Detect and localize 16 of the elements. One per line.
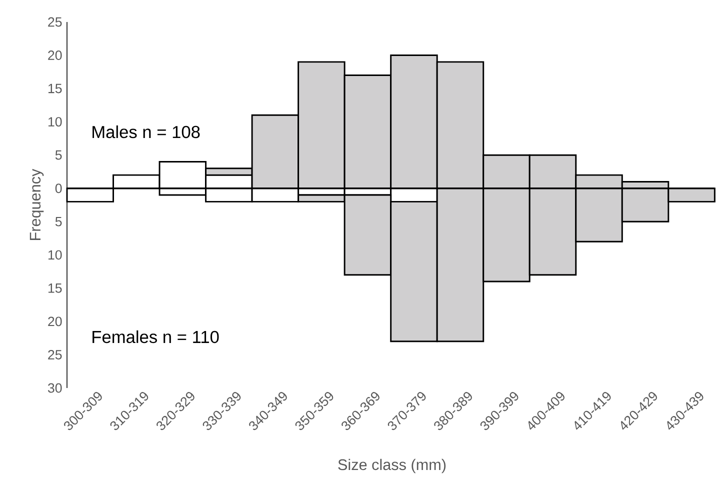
y-tick-label: 5 [55, 216, 62, 226]
y-tick-label: 20 [48, 50, 62, 60]
y-tick-label: 10 [48, 117, 62, 127]
y-tick-label: 30 [48, 383, 62, 393]
y-tick-label: 15 [48, 84, 62, 94]
y-tick-label: 0 [55, 184, 62, 194]
annotation: Females n = 110 [92, 330, 219, 344]
y-tick-label: 15 [48, 284, 62, 293]
y-tick-label: 20 [48, 316, 62, 326]
x-axis-title: Size class (mm) [338, 458, 446, 474]
annotation: Males n = 108 [92, 125, 200, 138]
y-tick-label: 25 [48, 17, 62, 27]
y-tick-label: 10 [48, 250, 62, 260]
y-axis-title: Frequency [30, 168, 44, 240]
y-tick-label: 5 [55, 150, 62, 160]
y-tick-label: 25 [48, 350, 62, 360]
